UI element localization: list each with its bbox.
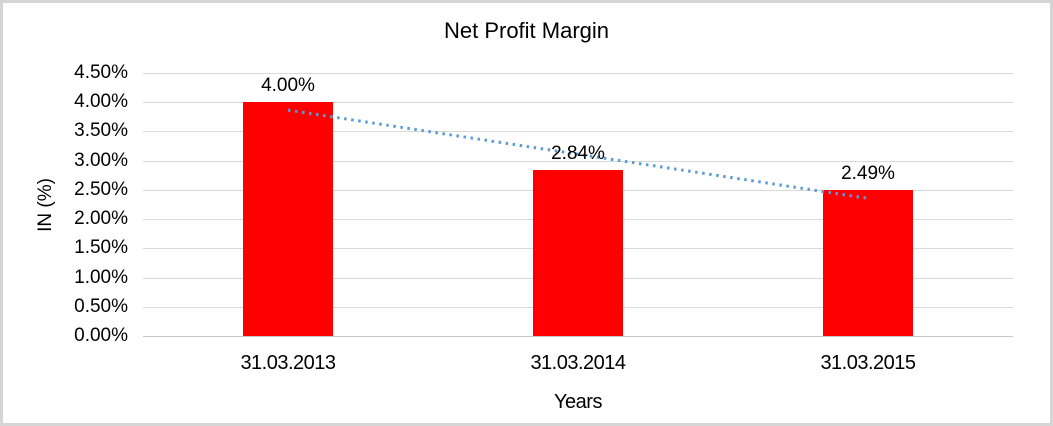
x-axis-line	[143, 336, 1013, 337]
gridline	[143, 102, 1013, 104]
y-tick-label: 2.00%	[74, 208, 128, 230]
y-tick-label: 4.00%	[74, 91, 128, 113]
chart-title: Net Profit Margin	[443, 18, 610, 43]
x-tick-label: 31.03.2013	[240, 352, 336, 374]
data-label: 2.84%	[551, 143, 605, 165]
x-tick-label: 31.03.2015	[820, 352, 916, 374]
y-tick-label: 3.50%	[74, 120, 128, 142]
data-label: 2.49%	[841, 163, 895, 185]
x-tick-label: 31.03.2014	[530, 352, 626, 374]
bar-31.03.2014	[533, 170, 623, 336]
x-axis-title: Years	[554, 391, 602, 413]
y-tick-label: 3.00%	[74, 149, 128, 171]
trendline-segment	[287, 108, 869, 200]
bar-31.03.2013	[243, 102, 333, 336]
y-tick-label: 1.50%	[74, 237, 128, 259]
y-tick-label: 1.00%	[74, 266, 128, 288]
y-tick-label: 0.00%	[74, 325, 128, 346]
gridline	[143, 131, 1013, 133]
trendline	[287, 108, 869, 200]
y-tick-label: 4.50%	[74, 62, 128, 83]
gridline	[143, 73, 1013, 74]
data-label: 4.00%	[261, 75, 315, 97]
bar-31.03.2015	[823, 190, 913, 336]
y-tick-label: 0.50%	[74, 295, 128, 317]
gridline	[143, 160, 1013, 162]
y-tick-label: 2.50%	[74, 178, 128, 200]
